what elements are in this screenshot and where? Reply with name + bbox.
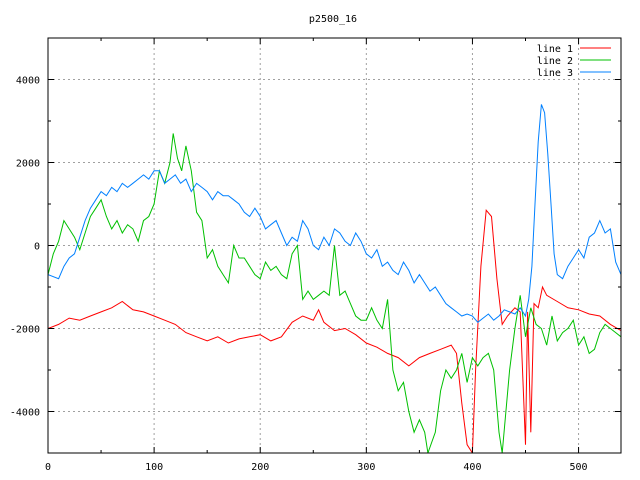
x-tick-label: 400	[463, 462, 481, 473]
grid	[48, 38, 621, 453]
legend-label-1: line 1	[537, 44, 573, 55]
y-tick-label: 0	[34, 242, 40, 253]
axis-ticks: 0 100 200 300 400 500 -4000 -2000 0 2000 4000	[10, 38, 621, 473]
series-line-2	[48, 133, 621, 453]
y-tick-label: -4000	[10, 408, 40, 419]
x-tick-label: 200	[251, 462, 269, 473]
legend-label-2: line 2	[537, 56, 573, 67]
y-tick-label: 4000	[16, 76, 40, 87]
x-tick-label: 500	[570, 462, 588, 473]
chart-title: p2500_16	[309, 14, 357, 25]
series-line-1	[48, 208, 621, 453]
y-tick-label: 2000	[16, 159, 40, 170]
x-tick-label: 300	[357, 462, 375, 473]
x-tick-label: 100	[145, 462, 163, 473]
y-tick-label: -2000	[10, 325, 40, 336]
series-lines	[48, 104, 621, 453]
x-tick-label: 0	[45, 462, 51, 473]
legend-label-3: line 3	[537, 68, 573, 79]
series-line-3	[48, 104, 621, 323]
